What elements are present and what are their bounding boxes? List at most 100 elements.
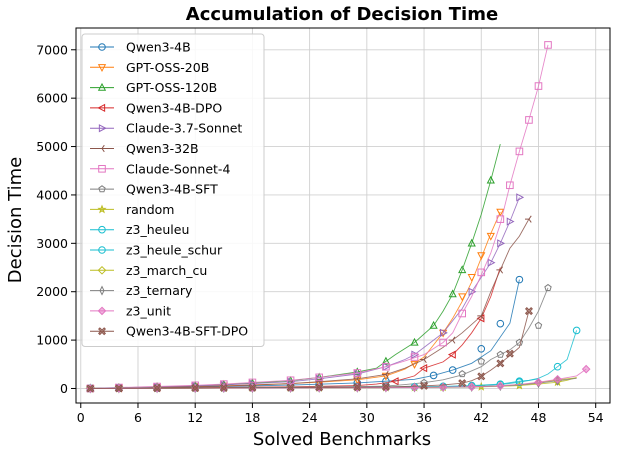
y-tick-label: 5000 [36,139,68,154]
data-point-qwen3-4b-sft [458,370,466,378]
data-point-claude-sonnet-4 [506,181,514,190]
data-point-qwen3-4b [515,275,524,284]
data-point-claude-3-7-sonnet [487,258,496,267]
legend-item-qwen3-32b: Qwen3-32B [90,141,199,156]
data-point-qwen3-4b-sft-dpo [153,384,162,393]
legend-label-claude-3-7-sonnet: Claude-3.7-Sonnet [126,121,242,136]
x-tick-label: 54 [588,410,604,425]
legend-marker-qwen3-4b-dpo [97,103,106,113]
legend-marker-claude-sonnet-4 [98,165,106,173]
legend-marker-claude-3-7-sonnet [98,124,107,133]
x-tick-label: 0 [77,410,85,425]
data-point-gpt-oss-120b [486,175,495,184]
legend-label-qwen3-4b-sft: Qwen3-4B-SFT [126,182,218,197]
data-point-claude-sonnet-4 [477,268,486,277]
data-point-z3-unit [553,374,562,384]
legend-label-qwen3-4b-sft-dpo: Qwen3-4B-SFT-DPO [126,324,248,339]
data-point-qwen3-32b [477,312,484,320]
legend-label-z3-heuleu: z3_heuleu [126,222,189,237]
legend-item-qwen3-4b-sft: Qwen3-4B-SFT [90,182,218,197]
x-tick-label: 42 [473,410,489,425]
legend-marker-gpt-oss-120b [97,82,107,91]
data-point-qwen3-4b-sft [496,350,505,358]
data-point-claude-3-7-sonnet [497,239,506,248]
legend-marker-qwen3-4b-sft-dpo [97,327,107,336]
legend-label-z3-march-cu: z3_march_cu [126,263,207,278]
data-point-qwen3-4b-sft-dpo [219,383,228,392]
data-point-claude-sonnet-4 [410,353,419,361]
data-point-qwen3-4b-sft-dpo [505,349,514,358]
x-tick-label: 24 [302,410,318,425]
data-point-gpt-oss-20b [467,274,476,282]
data-point-qwen3-4b-dpo [447,350,456,359]
data-point-claude-3-7-sonnet [382,362,391,371]
legend-marker-gpt-oss-20b [97,64,107,73]
data-point-qwen3-4b-sft-dpo [114,384,123,393]
data-point-claude-sonnet-4 [496,215,505,223]
x-tick-label: 12 [187,410,203,425]
legend-marker-z3-heule-schur [98,246,106,254]
data-point-claude-sonnet-4 [534,82,543,90]
data-point-qwen3-4b-sft-dpo [381,382,390,391]
axes: 0 6 12 18 24 30 36 42 48 54 0 1000 2000 3000 4000 5000 6… [36,42,604,425]
legend-marker-z3-heuleu [98,225,106,234]
series-line-qwen3-32b [90,218,530,389]
legend-marker-qwen3-4b [98,43,106,51]
data-point-qwen3-32b [448,336,456,344]
data-point-gpt-oss-120b [467,238,476,247]
data-point-claude-sonnet-4 [353,369,362,377]
data-point-claude-3-7-sonnet [468,287,477,296]
x-tick-label: 6 [134,410,142,425]
data-point-qwen3-4b-sft [477,357,485,365]
data-point-z3-unit [534,377,543,387]
legend-item-z3-heuleu: z3_heuleu [90,222,189,237]
data-point-qwen3-32b [381,370,389,379]
legend-item-gpt-oss-20b: GPT-OSS-20B [90,60,209,75]
legend-label-z3-ternary: z3_ternary [126,283,193,298]
y-tick-label: 6000 [36,91,68,106]
data-point-z3-unit [496,381,505,391]
legend-marker-z3-march-cu [97,265,107,275]
data-point-qwen3-32b [496,266,504,274]
data-point-qwen3-4b [448,366,457,374]
data-point-z3-heuleu [553,362,562,371]
data-point-gpt-oss-20b [486,232,495,241]
legend-marker-z3-unit [97,306,107,316]
y-tick-label: 3000 [36,236,68,251]
legend-label-qwen3-4b-dpo: Qwen3-4B-DPO [126,100,222,115]
y-tick-label: 7000 [36,42,68,57]
y-tick-label: 4000 [36,187,68,202]
legend-item-random: random [90,202,174,217]
legend-marker-random [97,204,107,214]
x-tick-label: 36 [416,410,432,425]
data-point-gpt-oss-120b [381,356,391,365]
data-point-qwen3-4b [429,371,438,380]
legend-label-z3-heule-schur: z3_heule_schur [126,243,223,258]
series-qwen3-4b-sft-dpo [86,307,533,393]
data-point-qwen3-4b-sft-dpo [248,383,257,392]
data-point-claude-sonnet-4 [515,147,524,156]
data-point-qwen3-4b-sft-dpo [353,383,362,392]
legend-label-qwen3-32b: Qwen3-32B [126,141,199,156]
data-point-gpt-oss-120b [429,320,438,329]
x-axis-title: Solved Benchmarks [253,429,431,450]
legend-item-z3-march-cu: z3_march_cu [90,263,207,278]
data-point-gpt-oss-20b [496,208,505,217]
plot-frame [75,27,611,404]
data-point-gpt-oss-120b [458,265,467,274]
legend-label-random: random [126,202,174,217]
data-point-claude-3-7-sonnet [516,193,525,202]
data-point-claude-sonnet-4 [382,362,390,371]
legend-item-z3-unit: z3_unit [90,303,171,318]
y-tick-label: 1000 [36,333,68,348]
data-point-qwen3-4b-sft-dpo [315,383,324,392]
data-point-qwen3-4b [496,319,505,328]
legend-marker-qwen3-32b [98,144,105,153]
data-point-z3-heule-schur [515,378,524,386]
legend: Qwen3-4B GPT-OSS-20B GPT-OSS-120B Qwen3-4B-… [81,33,265,347]
data-point-gpt-oss-120b [410,337,419,346]
legend-box [81,33,265,347]
legend-item-z3-heule-schur: z3_heule_schur [90,243,223,258]
